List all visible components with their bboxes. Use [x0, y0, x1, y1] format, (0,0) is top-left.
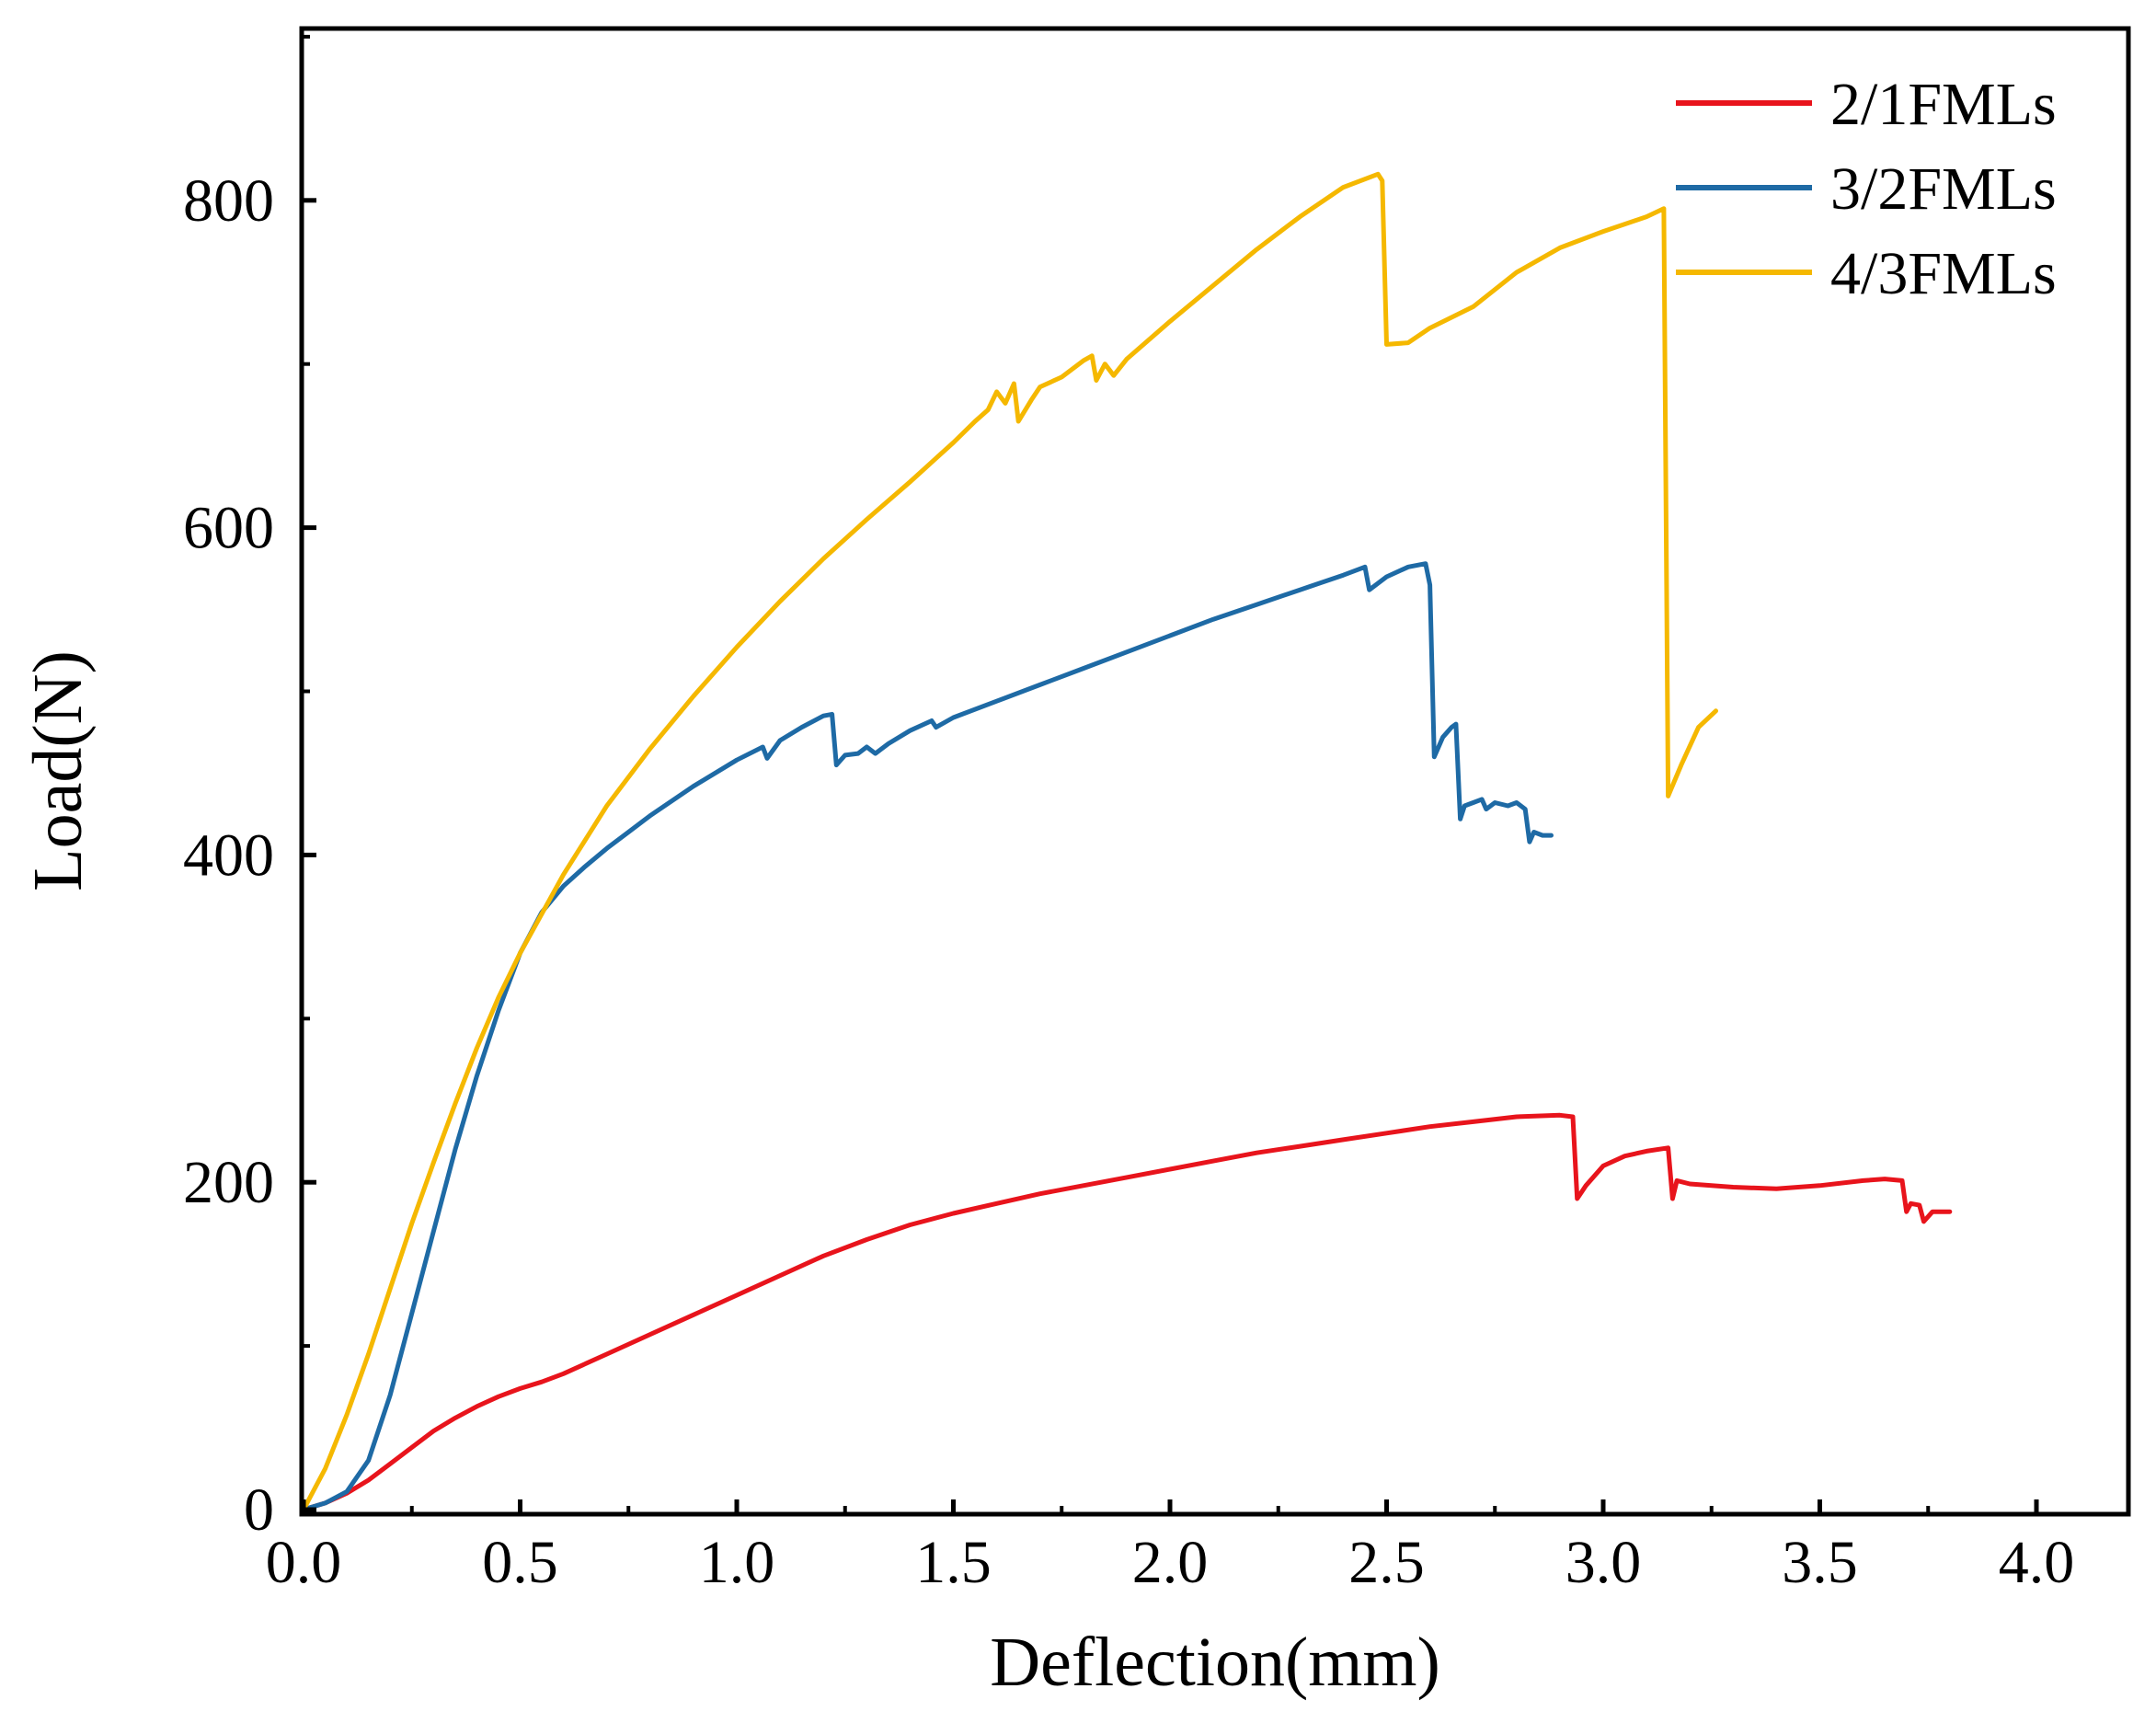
y-tick-label: 800 — [183, 167, 274, 235]
legend: 2/1FMLs 3/2FMLs 4/3FMLs — [1676, 71, 2057, 307]
x-tick-label: 2.0 — [1132, 1529, 1209, 1596]
x-tick-label: 0.0 — [266, 1529, 342, 1596]
series-line-0 — [301, 1112, 1953, 1512]
y-tick-label: 400 — [183, 821, 274, 889]
x-axis: 0.0 0.5 1.0 1.5 2.0 2.5 3.0 3.5 4.0 — [266, 1499, 2075, 1596]
legend-label-2: 4/3FMLs — [1830, 240, 2057, 307]
x-tick-label: 3.5 — [1782, 1529, 1858, 1596]
y-axis: 0 200 400 600 800 — [183, 34, 316, 1544]
series-line-2 — [301, 171, 1718, 1512]
legend-label-1: 3/2FMLs — [1830, 155, 2057, 223]
series-line-1 — [301, 561, 1554, 1512]
y-tick-label: 200 — [183, 1149, 274, 1216]
x-axis-title: Deflection(mm) — [990, 1624, 1440, 1701]
x-tick-label: 4.0 — [1999, 1529, 2075, 1596]
legend-label-0: 2/1FMLs — [1830, 71, 2057, 138]
y-tick-label: 0 — [244, 1476, 274, 1544]
x-tick-label: 1.0 — [699, 1529, 775, 1596]
x-tick-label: 2.5 — [1348, 1529, 1425, 1596]
y-tick-label: 600 — [183, 495, 274, 562]
y-axis-title: Load(N) — [19, 650, 97, 891]
x-tick-label: 1.5 — [915, 1529, 992, 1596]
series-layer — [301, 171, 1953, 1512]
x-tick-label: 0.5 — [482, 1529, 558, 1596]
plot-frame — [299, 26, 2131, 1517]
x-tick-label: 3.0 — [1565, 1529, 1642, 1596]
